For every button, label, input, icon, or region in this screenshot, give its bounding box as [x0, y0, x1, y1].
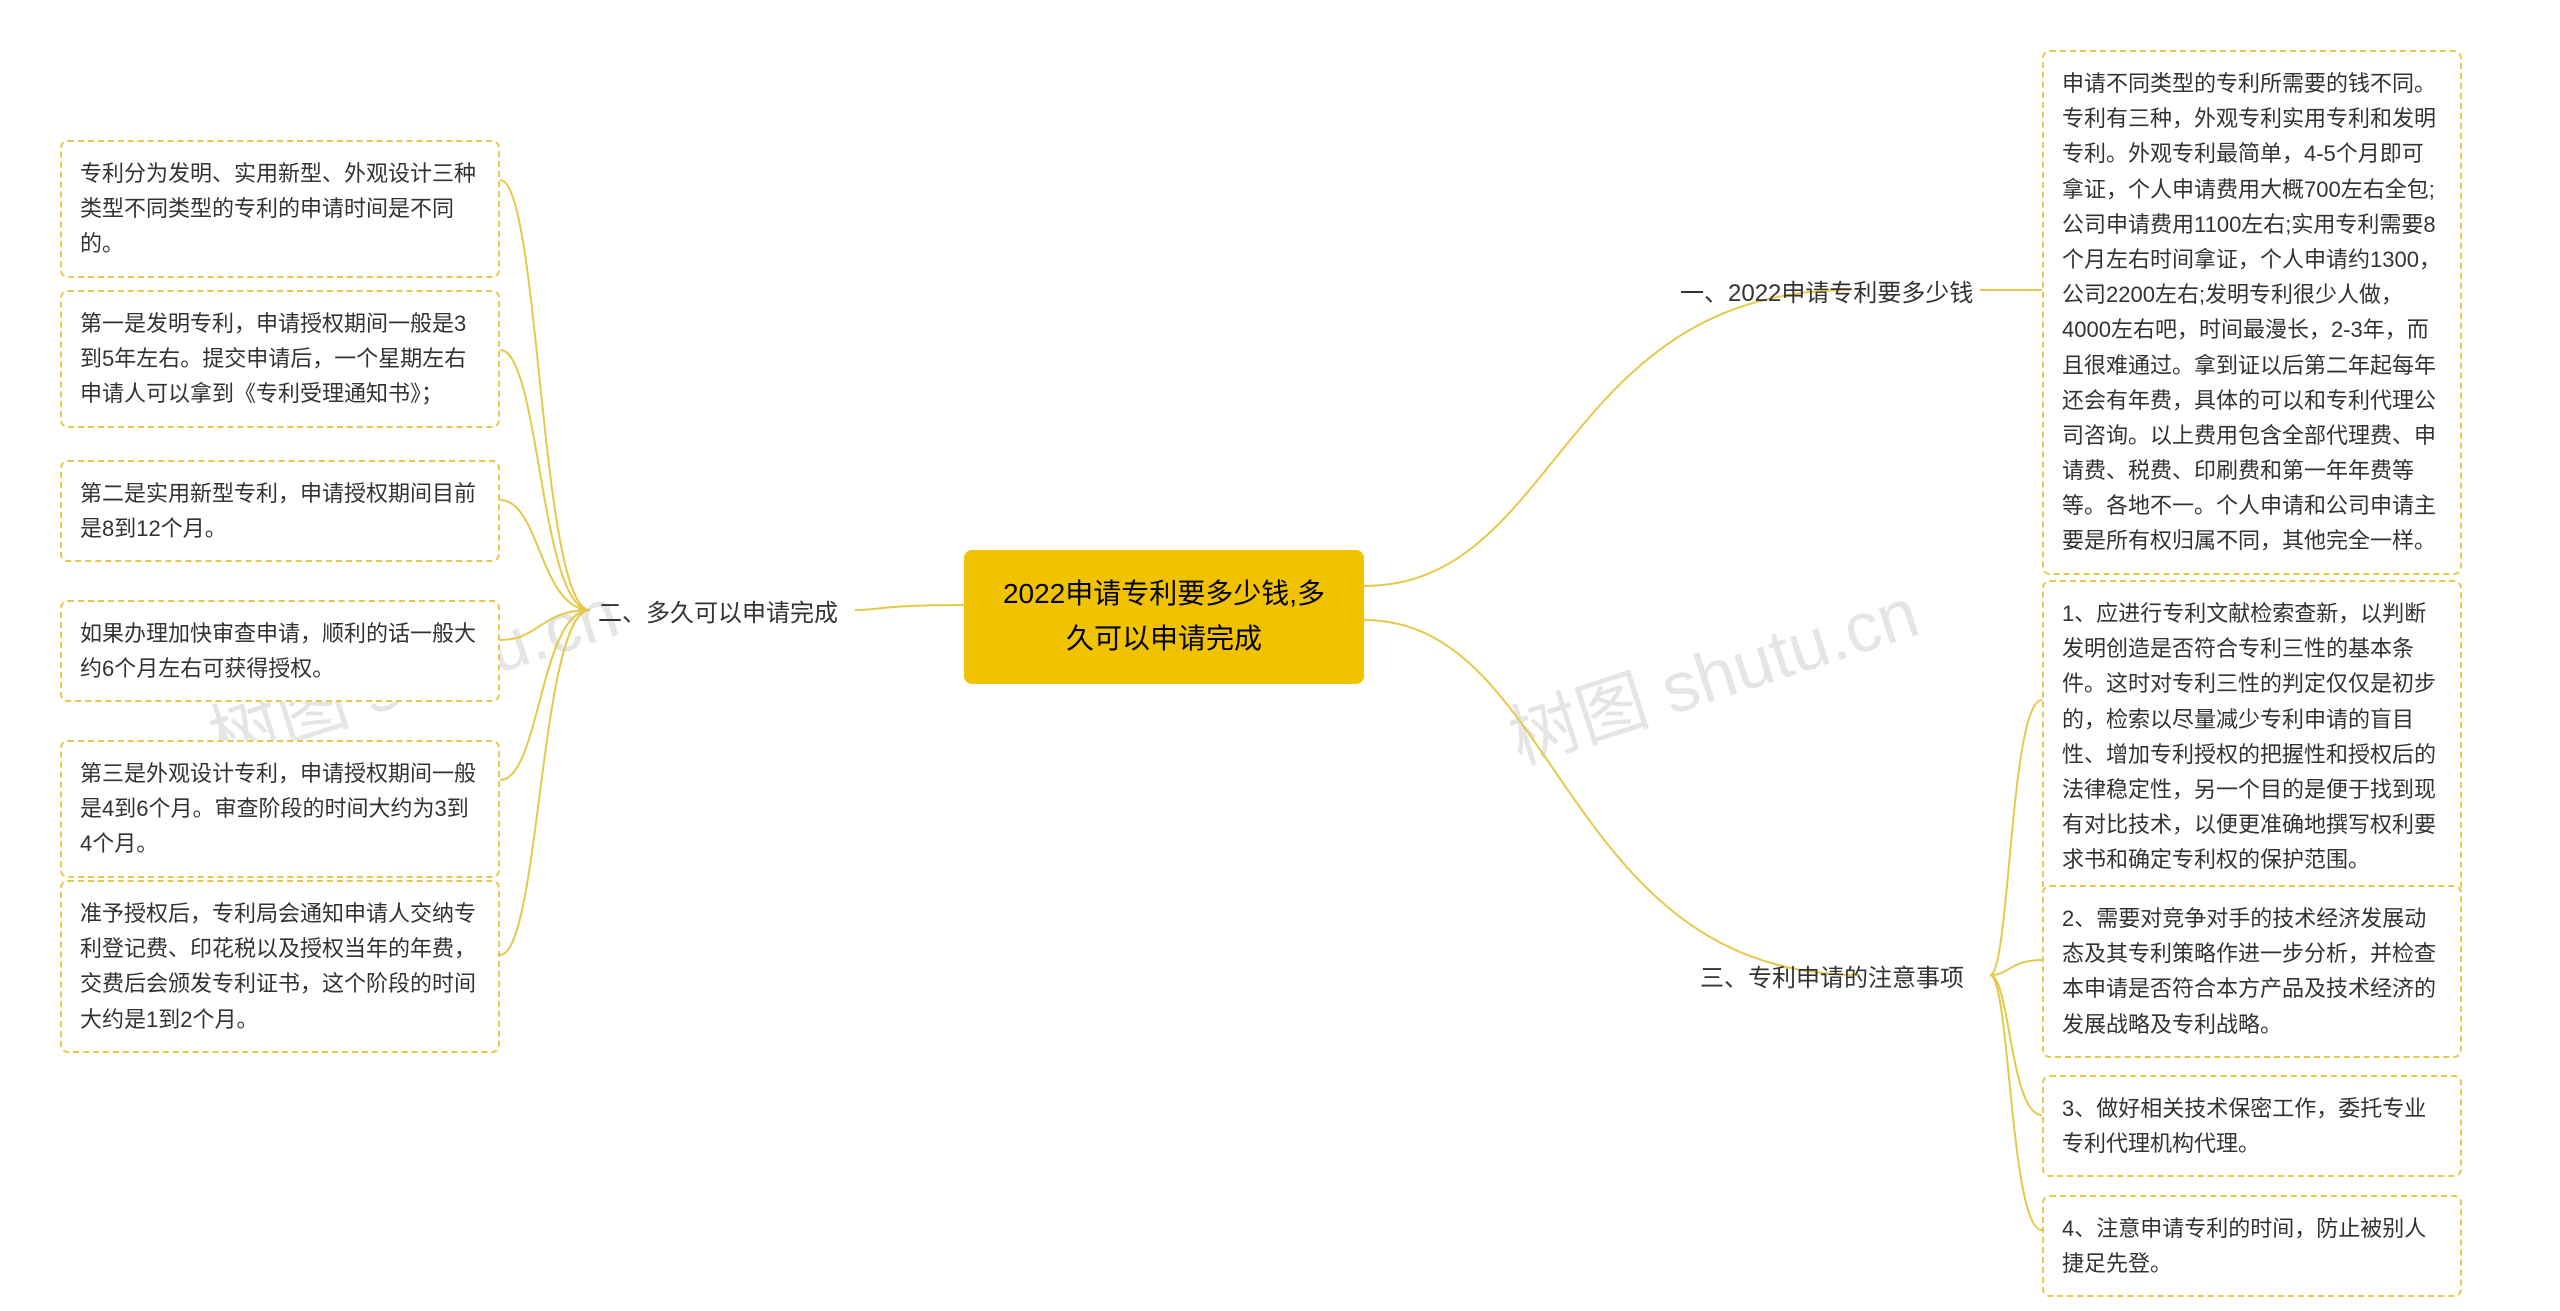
leaf-two-1[interactable]: 专利分为发明、实用新型、外观设计三种类型不同类型的专利的申请时间是不同的。 — [60, 140, 500, 278]
center-line2: 久可以申请完成 — [1066, 623, 1262, 654]
leaf-three-2[interactable]: 2、需要对竞争对手的技术经济发展动态及其专利策略作进一步分析，并检查本申请是否符… — [2042, 885, 2462, 1058]
leaf-three-4[interactable]: 4、注意申请专利的时间，防止被别人捷足先登。 — [2042, 1195, 2462, 1297]
leaf-two-4[interactable]: 如果办理加快审查申请，顺利的话一般大约6个月左右可获得授权。 — [60, 600, 500, 702]
mindmap-canvas: 树图 shutu.cn 树图 shutu.cn 2022申请 — [0, 0, 2560, 1311]
leaf-three-1[interactable]: 1、应进行专利文献检索查新，以判断发明创造是否符合专利三性的基本条件。这时对专利… — [2042, 580, 2462, 894]
branch-three[interactable]: 三、专利申请的注意事项 — [1700, 960, 1964, 998]
center-node[interactable]: 2022申请专利要多少钱,多 久可以申请完成 — [964, 550, 1364, 684]
center-line1: 2022申请专利要多少钱,多 — [1003, 578, 1325, 609]
branch-one[interactable]: 一、2022申请专利要多少钱 — [1680, 275, 1973, 313]
leaf-one-1[interactable]: 申请不同类型的专利所需要的钱不同。专利有三种，外观专利实用专利和发明专利。外观专… — [2042, 50, 2462, 575]
watermark-2: 树图 shutu.cn — [1495, 557, 1930, 784]
leaf-two-3[interactable]: 第二是实用新型专利，申请授权期间目前是8到12个月。 — [60, 460, 500, 562]
leaf-three-3[interactable]: 3、做好相关技术保密工作，委托专业专利代理机构代理。 — [2042, 1075, 2462, 1177]
branch-two[interactable]: 二、多久可以申请完成 — [598, 595, 838, 633]
leaf-two-2[interactable]: 第一是发明专利，申请授权期间一般是3到5年左右。提交申请后，一个星期左右申请人可… — [60, 290, 500, 428]
leaf-two-6[interactable]: 准予授权后，专利局会通知申请人交纳专利登记费、印花税以及授权当年的年费，交费后会… — [60, 880, 500, 1053]
leaf-two-5[interactable]: 第三是外观设计专利，申请授权期间一般是4到6个月。审查阶段的时间大约为3到4个月… — [60, 740, 500, 878]
